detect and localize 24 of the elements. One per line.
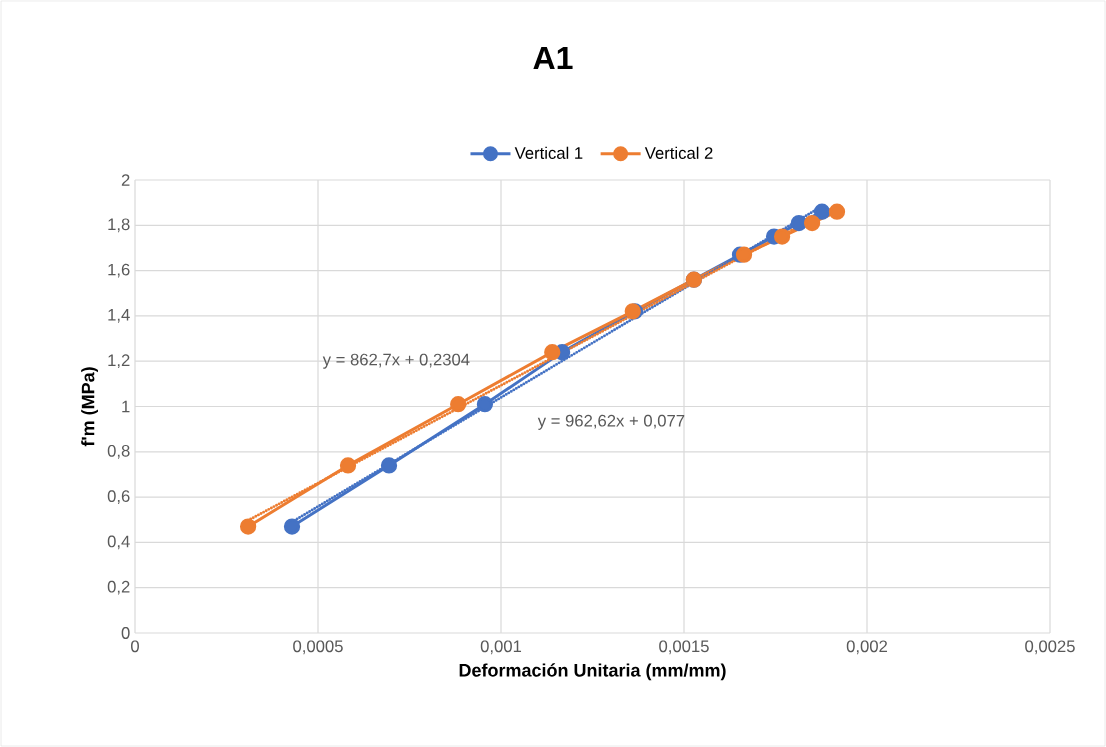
y-tick-label: 1,4 [108, 309, 130, 323]
y-tick-label: 1,6 [108, 263, 130, 278]
y-tick-label: 0,4 [107, 535, 130, 550]
y-tick-label: 1,8 [108, 218, 130, 233]
annotation: y = 962,62x + 0,077 [537, 414, 685, 430]
y-tick-label: 0,8 [107, 444, 130, 459]
x-tick-label: 0 [131, 640, 139, 653]
y-tick-label: 1,2 [108, 354, 130, 369]
y-axis-title: f'm (MPa) [81, 367, 98, 447]
x-tick-label: 0,0015 [659, 640, 709, 655]
y-tick-label: 0,6 [107, 490, 130, 504]
y-tick-label: 1 [122, 400, 130, 413]
y-tick-label: 2 [121, 174, 130, 186]
x-tick-label: 0,001 [480, 640, 522, 655]
x-tick-label: 0,002 [846, 640, 888, 655]
annotation: y = 862,7x + 0,2304 [322, 353, 470, 369]
y-tick-label: 0 [121, 627, 130, 639]
x-axis-title: Deformación Unitaria (mm/mm) [459, 663, 726, 681]
x-tick-label: 0,0025 [1025, 640, 1075, 655]
y-tick-label: 0,2 [107, 580, 130, 595]
legend-label: Vertical 1 [514, 146, 583, 159]
legend-label: Vertical 2 [644, 146, 713, 159]
x-tick-label: 0,0005 [293, 640, 343, 655]
chart-title: A1 [533, 46, 573, 69]
